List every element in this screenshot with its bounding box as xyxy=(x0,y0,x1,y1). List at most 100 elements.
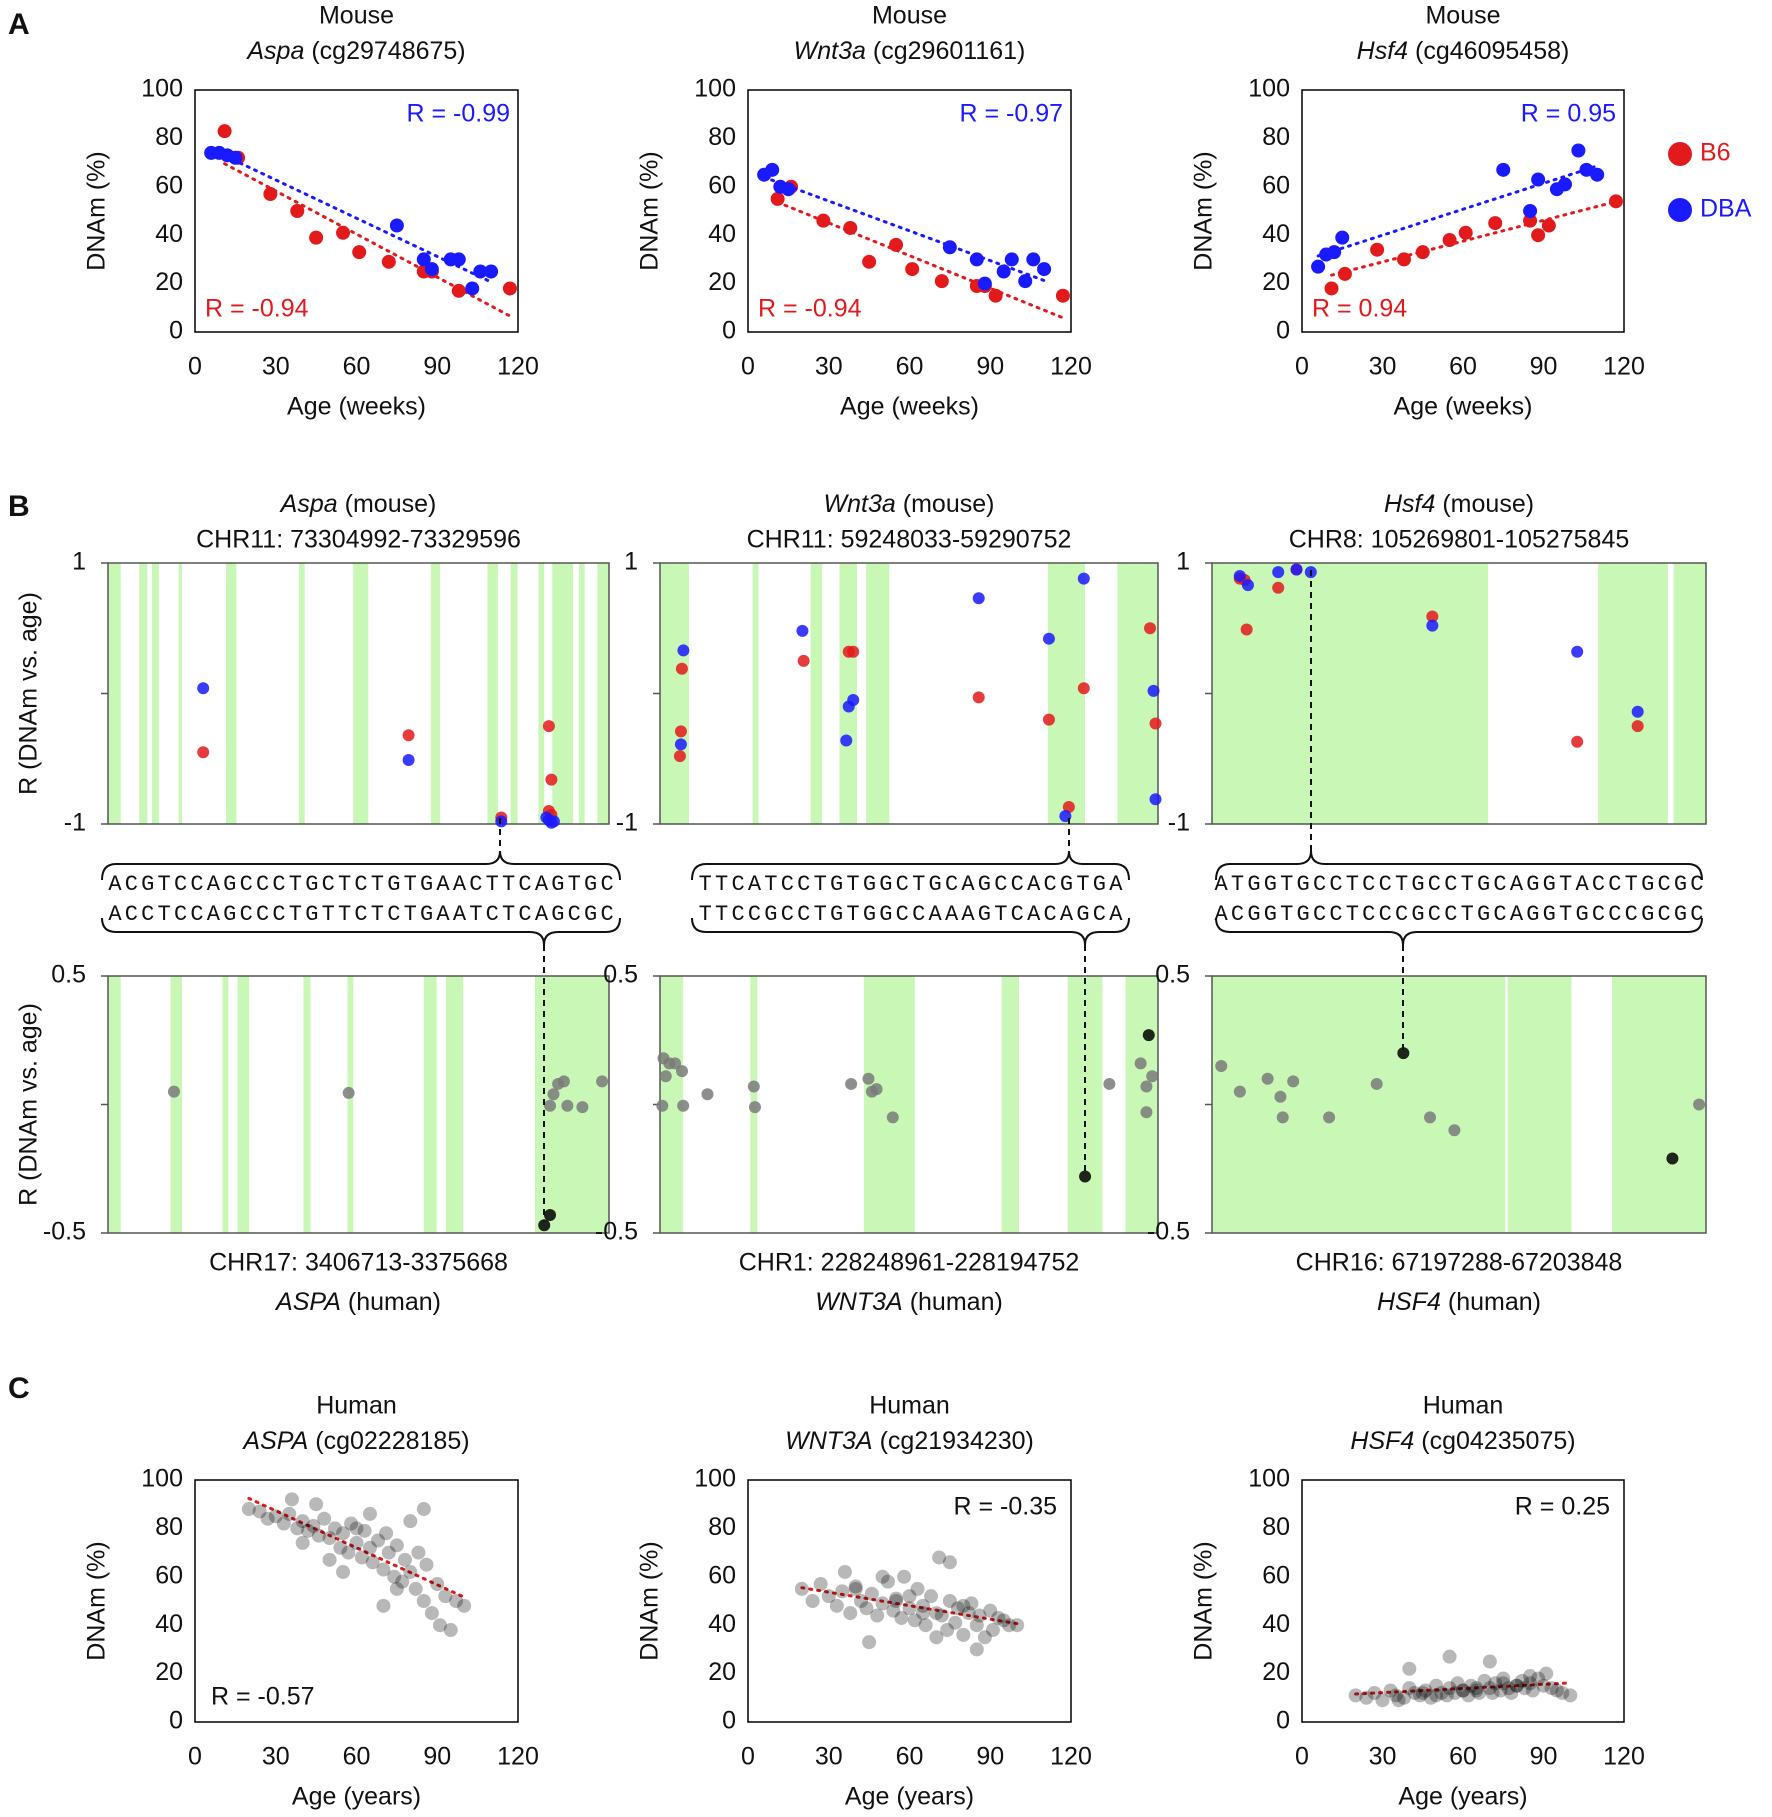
data-point xyxy=(797,654,810,667)
data-point xyxy=(1415,245,1430,260)
x-tick-label: 120 xyxy=(497,353,539,381)
y-tick-label: 20 xyxy=(708,1658,736,1686)
data-point xyxy=(848,1579,863,1594)
data-point xyxy=(333,1540,348,1555)
data-point xyxy=(918,1618,933,1633)
data-point xyxy=(870,1083,883,1096)
cpg-band xyxy=(1612,976,1706,1233)
x-axis-title: Age (years) xyxy=(1398,1783,1527,1811)
data-point xyxy=(835,1584,850,1599)
y-tick-label: 80 xyxy=(1262,1513,1290,1541)
data-point xyxy=(381,1545,396,1560)
data-point xyxy=(1590,167,1605,182)
data-point xyxy=(1423,1690,1438,1705)
data-point xyxy=(1146,1070,1159,1083)
correlation-label: R = 0.94 xyxy=(1312,295,1407,323)
x-tick-label: 120 xyxy=(1050,353,1092,381)
data-point xyxy=(1144,622,1157,635)
x-tick-label: 90 xyxy=(976,1743,1004,1771)
data-point xyxy=(1042,632,1055,645)
data-point xyxy=(545,773,558,786)
data-point xyxy=(1140,1106,1153,1119)
data-point xyxy=(1541,218,1556,233)
data-point xyxy=(845,1077,858,1090)
data-point xyxy=(290,1521,305,1536)
data-point xyxy=(854,1594,869,1608)
data-point xyxy=(424,1606,439,1621)
data-point xyxy=(1415,1685,1430,1700)
data-point xyxy=(301,1523,316,1538)
y-axis-title: R (DNAm vs. age) xyxy=(15,592,43,795)
data-point xyxy=(411,1545,426,1560)
data-point xyxy=(894,1610,909,1625)
chart-title: Human xyxy=(316,1392,397,1420)
x-tick-label: 90 xyxy=(423,1743,451,1771)
data-point xyxy=(1461,1688,1476,1703)
cpg-band xyxy=(660,976,684,1233)
data-point xyxy=(403,1514,418,1529)
data-point xyxy=(376,1598,391,1613)
data-point xyxy=(1464,1678,1479,1693)
data-point xyxy=(902,1589,917,1604)
data-point xyxy=(362,1506,377,1521)
gene-name: Aspa xyxy=(279,490,338,518)
data-point xyxy=(1579,162,1594,177)
data-point xyxy=(547,815,560,828)
data-point xyxy=(376,1562,391,1577)
cpg-band xyxy=(170,976,183,1233)
x-tick-label: 60 xyxy=(343,1743,371,1771)
data-point xyxy=(1240,623,1253,636)
data-point xyxy=(1370,242,1385,257)
y-tick-label: 60 xyxy=(708,171,736,199)
data-point xyxy=(561,1099,574,1112)
chart-subtitle: Wnt3a (cg29601161) xyxy=(794,37,1026,65)
data-point xyxy=(1477,1673,1492,1688)
data-point xyxy=(991,1610,1006,1625)
x-tick-label: 0 xyxy=(1295,1743,1309,1771)
data-point xyxy=(950,1601,965,1616)
chart-subtitle: Aspa (cg29748675) xyxy=(245,37,465,65)
correlation-label: R = -0.57 xyxy=(211,1683,315,1711)
data-point xyxy=(942,240,957,255)
data-point xyxy=(956,1627,971,1642)
data-point xyxy=(996,1613,1011,1628)
data-point xyxy=(403,1564,418,1579)
data-point xyxy=(1515,1673,1530,1688)
cpg-band xyxy=(430,563,441,824)
data-point xyxy=(1147,684,1160,697)
trend-line xyxy=(247,1496,466,1599)
data-point xyxy=(1434,1685,1449,1700)
data-point xyxy=(880,1574,895,1589)
data-point xyxy=(322,1552,337,1567)
data-point xyxy=(1456,1683,1470,1698)
data-point xyxy=(197,682,210,695)
data-point xyxy=(432,1618,447,1633)
chart-subtitle: WNT3A (cg21934230) xyxy=(785,1427,1034,1455)
data-point xyxy=(327,1521,342,1536)
data-point xyxy=(1276,1111,1289,1124)
y-axis-title: DNAm (%) xyxy=(83,151,111,270)
data-point xyxy=(1531,172,1546,187)
data-point xyxy=(1469,1683,1484,1698)
data-point xyxy=(1496,1671,1511,1686)
data-point xyxy=(813,1577,828,1592)
data-point xyxy=(322,1531,337,1546)
cpg-band xyxy=(1598,563,1668,824)
dna-sequence: ATGGTGCCTCCTGCCTGCAGGTACCTGCGC xyxy=(1215,872,1704,897)
cpg-band xyxy=(445,976,464,1233)
y-tick-label: 60 xyxy=(1262,1561,1290,1589)
data-point xyxy=(674,725,687,738)
y-tick-label: 40 xyxy=(708,1610,736,1638)
correlation-label: R = -0.99 xyxy=(406,100,510,128)
data-point xyxy=(1531,1671,1546,1686)
data-point xyxy=(295,1514,310,1529)
y-tick-label: 0 xyxy=(169,1707,183,1735)
data-point xyxy=(747,1080,760,1093)
data-point xyxy=(1523,1669,1538,1684)
data-point xyxy=(260,1511,275,1526)
data-point xyxy=(306,1518,321,1533)
data-point xyxy=(1539,1666,1554,1681)
data-point xyxy=(847,694,860,707)
y-tick-label: 20 xyxy=(708,268,736,296)
data-point xyxy=(656,1099,669,1112)
